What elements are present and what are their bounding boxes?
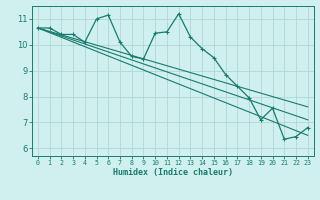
X-axis label: Humidex (Indice chaleur): Humidex (Indice chaleur) bbox=[113, 168, 233, 177]
